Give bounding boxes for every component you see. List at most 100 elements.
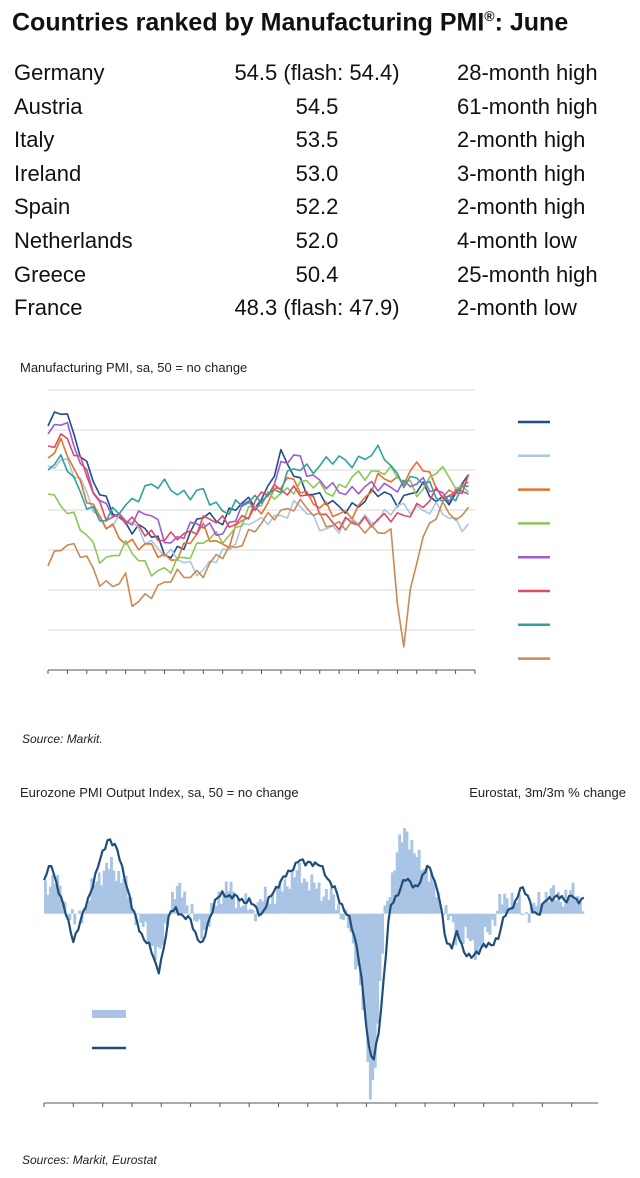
production-bar [112,870,116,914]
production-bar [398,834,402,914]
production-bar [110,856,113,914]
production-bar [276,888,279,914]
production-bar [127,897,130,914]
production-bar [312,882,316,914]
production-bar [175,885,179,914]
chart1-title: Manufacturing PMI, sa, 50 = no change [20,360,247,375]
production-bar [432,880,436,914]
production-bar [361,913,365,1010]
country-name: Italy [14,127,55,153]
production-bar [197,913,201,920]
ranking-row: Italy 53.5 2-month high [14,127,634,161]
production-bar [280,891,284,914]
production-bar [454,913,458,946]
page-title: Countries ranked by Manufacturing PMI®: … [12,8,568,37]
chart1-gridlines [48,389,475,631]
production-bar [144,913,147,922]
production-bar [359,913,362,985]
production-bar [366,913,370,1062]
chart1-source: Source: Markit. [22,732,103,746]
production-bar [217,891,221,914]
chart2-right-title: Eurostat, 3m/3m % change [469,785,626,800]
production-bar [581,911,585,914]
production-bar [188,913,191,915]
production-bar [395,852,399,914]
production-bar [190,903,194,914]
pmi-value: 52.0 [295,227,339,253]
production-bar [307,890,311,914]
production-bar [364,913,367,1018]
production-bar [95,881,99,914]
production-bar [305,881,309,914]
production-bar [117,871,121,914]
production-bar [483,913,487,927]
production-bar [527,913,531,923]
production-bar [153,913,157,961]
production-bar [261,901,265,914]
production-bar [158,913,162,949]
production-bar [251,910,255,914]
series-line-greece [47,498,470,648]
production-bar [383,905,387,914]
production-bar [183,891,187,914]
production-bar [346,913,350,929]
production-bar [195,913,199,922]
production-bar [315,888,318,914]
production-bar [466,913,470,939]
production-bar [476,913,480,952]
production-bar [139,913,143,923]
production-bar [488,913,492,935]
pmi-note: 4-month low [457,227,577,253]
production-bar [517,894,521,914]
production-bar [53,883,57,914]
production-bar [302,878,306,914]
production-bar [495,910,499,914]
production-bar [332,894,336,914]
chart1-axes [47,669,476,674]
production-bar [298,863,301,914]
production-bar [239,907,243,914]
production-bar [300,882,304,914]
production-bar [219,903,223,914]
production-bar [520,913,524,916]
production-bar [544,891,548,914]
production-bar [249,908,253,914]
production-bar [119,882,123,914]
production-bar [124,876,128,914]
production-bar [161,913,165,946]
ranking-row: Netherlands 52.0 4-month low [14,228,634,262]
pmi-value: 52.2 [295,194,339,220]
production-bar [163,913,167,924]
production-bar [461,913,465,944]
production-bar [373,913,377,1068]
pmi-value: 48.3 (flash: 47.9) [234,295,400,321]
production-bar [378,913,382,981]
production-bar [334,910,338,914]
chart2-legend [92,1010,126,1050]
pmi-value: 54.5 [295,93,339,119]
production-bar [444,905,448,914]
production-bar [149,913,152,946]
production-bar [574,898,577,914]
production-bar [437,892,441,914]
pmi-note: 2-month high [457,127,586,153]
production-bar [114,880,118,914]
production-bar [503,893,507,914]
production-bar [232,891,235,914]
production-bar [278,881,282,914]
production-bar [405,831,409,914]
chart1-legend [518,420,550,660]
production-bar [44,880,47,914]
production-bar [68,913,72,921]
country-name: Netherlands [14,227,133,253]
title-registered-mark: ® [484,8,495,24]
production-bar [566,897,570,914]
production-bar [171,891,174,914]
production-bar [254,913,257,922]
production-bar [271,893,275,914]
pmi-note: 3-month high [457,160,586,186]
production-bar [410,840,414,914]
production-bar [193,913,196,921]
production-bar [256,902,260,914]
production-bar [85,905,89,914]
